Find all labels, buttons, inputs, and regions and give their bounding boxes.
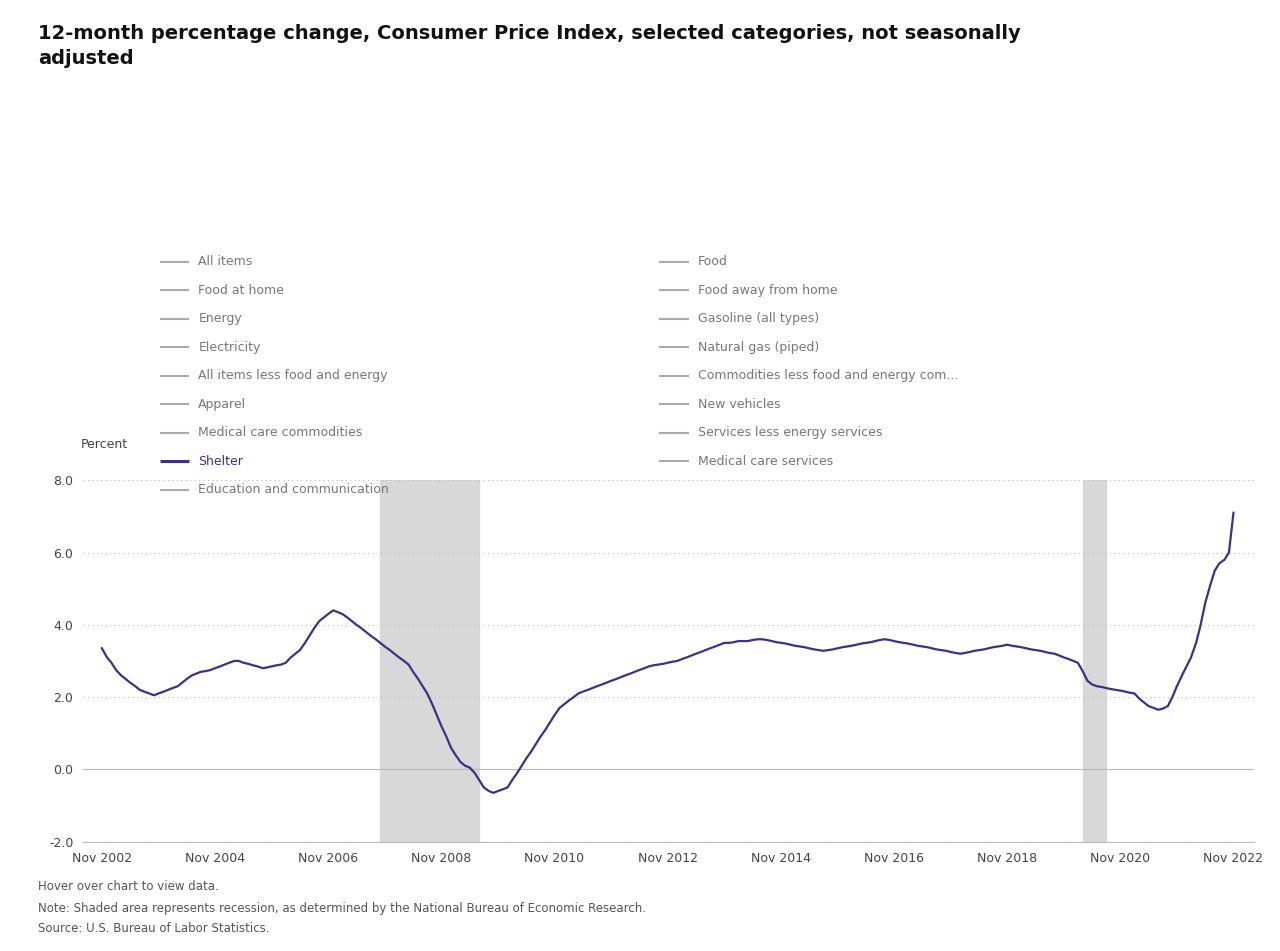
Text: Note: Shaded area represents recession, as determined by the National Bureau of : Note: Shaded area represents recession, … — [38, 902, 646, 915]
Text: Medical care commodities: Medical care commodities — [198, 426, 362, 439]
Text: Education and communication: Education and communication — [198, 483, 389, 496]
Text: Medical care services: Medical care services — [698, 455, 833, 468]
Text: Gasoline (all types): Gasoline (all types) — [698, 312, 819, 325]
Text: Energy: Energy — [198, 312, 242, 325]
Text: Apparel: Apparel — [198, 398, 247, 411]
Text: Services less energy services: Services less energy services — [698, 426, 882, 439]
Text: All items: All items — [198, 255, 252, 268]
Text: Source: U.S. Bureau of Labor Statistics.: Source: U.S. Bureau of Labor Statistics. — [38, 922, 270, 936]
Bar — [1083, 480, 1106, 842]
Text: Commodities less food and energy com...: Commodities less food and energy com... — [698, 369, 957, 382]
Text: Food: Food — [698, 255, 727, 268]
Text: Shelter: Shelter — [198, 455, 243, 468]
Text: All items less food and energy: All items less food and energy — [198, 369, 388, 382]
Text: Hover over chart to view data.: Hover over chart to view data. — [38, 880, 219, 893]
Text: Electricity: Electricity — [198, 340, 261, 354]
Text: New vehicles: New vehicles — [698, 398, 781, 411]
Text: 12-month percentage change, Consumer Price Index, selected categories, not seaso: 12-month percentage change, Consumer Pri… — [38, 24, 1021, 68]
Text: Percent: Percent — [81, 438, 128, 452]
Text: Food at home: Food at home — [198, 283, 284, 297]
Text: Food away from home: Food away from home — [698, 283, 837, 297]
Bar — [380, 480, 479, 842]
Text: Natural gas (piped): Natural gas (piped) — [698, 340, 819, 354]
